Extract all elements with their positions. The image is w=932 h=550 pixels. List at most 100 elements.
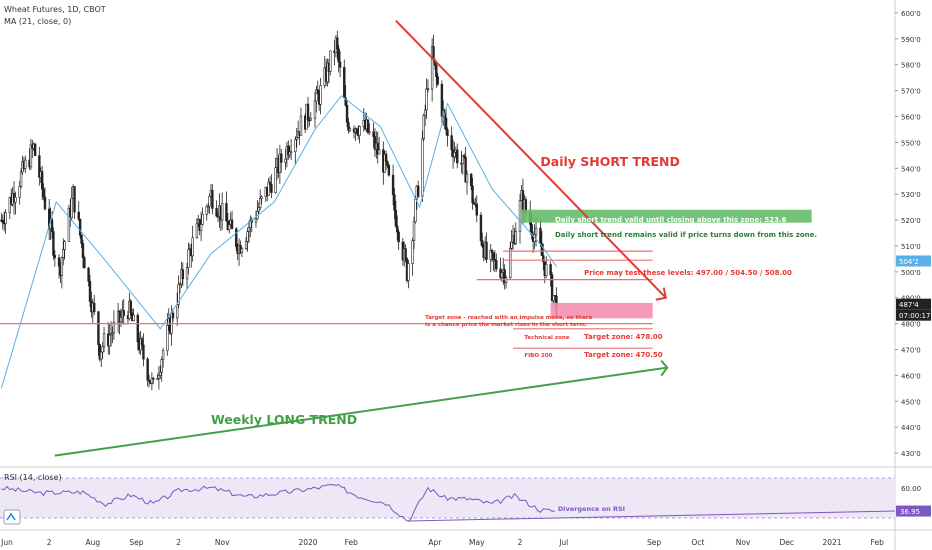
candle-body — [368, 131, 371, 134]
candle-body — [78, 218, 82, 236]
candle-body — [549, 264, 552, 276]
rsi-value-tag: 36.95 — [900, 508, 920, 516]
candle-body — [211, 190, 214, 209]
candle-body — [450, 135, 453, 151]
price-tick-label: 540'0 — [901, 165, 921, 173]
candle-body — [67, 207, 71, 242]
ma-indicator-label: MA (21, close, 0) — [4, 17, 72, 26]
candle-body — [422, 115, 425, 140]
levels-label: Price may test these levels: 497.00 / 50… — [584, 269, 792, 277]
candle-body — [142, 344, 145, 360]
time-axis-label: Apr — [428, 538, 442, 547]
countdown-tag-bg — [896, 309, 931, 321]
candle-body — [435, 64, 438, 77]
candle-body — [423, 109, 427, 116]
candle-body — [100, 351, 103, 360]
candle-body — [42, 188, 45, 198]
candle-body — [278, 153, 282, 173]
candle-body — [159, 372, 162, 376]
price-tick-label: 560'0 — [901, 114, 921, 122]
candle-body — [355, 128, 359, 134]
candle-body — [383, 153, 386, 173]
candle-body — [119, 316, 123, 323]
price-pane — [0, 0, 895, 466]
candle-body — [240, 248, 244, 254]
candle-body — [53, 255, 57, 259]
price-tick-label: 450'0 — [901, 398, 921, 406]
time-axis-label: Feb — [871, 538, 885, 547]
candle-body — [195, 223, 199, 239]
candle-body — [475, 203, 478, 216]
candle-body — [181, 269, 185, 280]
candle-body — [1, 219, 4, 224]
time-axis-label: Nov — [215, 538, 230, 547]
time-axis-label: Feb — [345, 538, 359, 547]
candle-body — [319, 85, 322, 105]
candle-body — [97, 311, 100, 345]
candle-body — [386, 161, 389, 166]
candle-body — [485, 241, 488, 260]
candle-body — [270, 184, 273, 193]
candle-body — [221, 203, 224, 221]
candle-body — [118, 310, 121, 323]
ma-price-tag-bg — [896, 255, 931, 267]
technical-zone-label: Technical zone — [524, 335, 569, 341]
candle-body — [38, 155, 41, 178]
candle-body — [87, 267, 90, 282]
price-tick-label: 480'0 — [901, 321, 921, 329]
candle-body — [108, 334, 111, 347]
candle-body — [235, 228, 238, 248]
short-trend-label: Daily SHORT TREND — [540, 154, 679, 169]
time-axis-label: Jul — [558, 538, 568, 547]
price-tick-label: 510'0 — [901, 243, 921, 251]
candle-body — [425, 88, 428, 111]
last-price-tag-bg — [896, 298, 931, 310]
candle-body — [244, 240, 248, 250]
candle-body — [24, 159, 27, 169]
candle-body — [249, 219, 252, 228]
candle-body — [465, 173, 469, 183]
target-note-line-1: Target zone - reached with an impulse mo… — [425, 315, 592, 321]
fibo-200-label: FIBO 200 — [524, 353, 552, 359]
logo-mountain-icon — [6, 512, 16, 521]
candle-body — [407, 263, 410, 281]
rsi-indicator-label: RSI (14, close) — [4, 473, 62, 482]
candle-body — [205, 206, 208, 215]
candle-body — [545, 264, 548, 277]
candle-body — [453, 152, 456, 158]
candle-body — [129, 300, 132, 314]
candle-body — [509, 248, 512, 278]
target-478-label: Target zone: 478.00 — [584, 333, 663, 341]
candle-body — [348, 128, 352, 131]
price-tick-label: 520'0 — [901, 217, 921, 225]
rsi-divergence-label: Divergence on RSI — [558, 505, 625, 513]
ma-price-tag: 504'2 — [899, 258, 919, 266]
candle-body — [284, 158, 287, 163]
candle-body — [161, 350, 165, 360]
trend-remains-label: Daily short trend remains valid if price… — [555, 231, 817, 239]
countdown-tag: 07:00:17 — [899, 312, 930, 320]
chart-title: Wheat Futures, 1D, CBOT — [4, 5, 106, 14]
resistance-zone — [521, 209, 812, 223]
candle-body — [191, 237, 194, 257]
candle-body — [136, 314, 140, 343]
candle-body — [394, 210, 398, 227]
candle-body — [313, 100, 317, 119]
candle-body — [336, 37, 339, 50]
candle-body — [247, 227, 251, 232]
candle-body — [338, 61, 342, 68]
candle-body — [122, 310, 125, 316]
candle-body — [411, 240, 414, 264]
candle-body — [288, 151, 291, 156]
time-axis-label: Aug — [85, 538, 100, 547]
candle-body — [510, 241, 513, 249]
candle-body — [391, 174, 395, 196]
time-axis-label: Sep — [129, 538, 143, 547]
candle-body — [329, 50, 332, 72]
candle-body — [344, 97, 347, 106]
candle-body — [299, 115, 303, 136]
candle-body — [199, 224, 203, 231]
long-trend-line — [54, 366, 668, 457]
candle-body — [315, 89, 318, 102]
